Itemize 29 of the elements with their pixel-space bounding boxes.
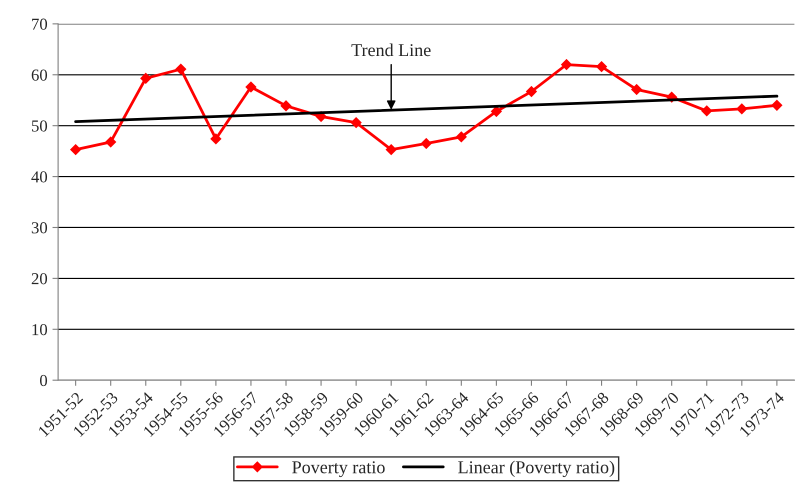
point — [246, 82, 256, 92]
point — [561, 59, 572, 70]
y-tick-label: 40 — [31, 171, 48, 183]
point — [70, 144, 82, 156]
point — [140, 72, 152, 84]
point — [420, 138, 432, 149]
point — [280, 100, 292, 112]
y-tick-label: 0 — [40, 374, 48, 386]
y-tick-label: 30 — [32, 222, 48, 234]
point — [526, 86, 537, 97]
legend-label: Linear (Poverty ratio) — [458, 460, 614, 478]
point — [105, 136, 116, 148]
point — [596, 61, 607, 72]
point — [350, 117, 362, 128]
point — [736, 103, 748, 114]
point — [456, 131, 467, 142]
y-tick-label: 70 — [32, 18, 48, 30]
point — [631, 84, 642, 95]
y-tick-label: 20 — [32, 273, 48, 284]
point — [210, 133, 222, 144]
annotation: Trend Line — [351, 44, 431, 56]
point — [771, 100, 782, 111]
y-tick-label: 10 — [32, 324, 48, 336]
y-tick-label: 60 — [32, 69, 48, 81]
point — [701, 105, 712, 116]
point — [386, 144, 397, 156]
point — [175, 64, 186, 75]
y-tick-label: 50 — [32, 120, 48, 132]
legend-label: Poverty ratio — [292, 461, 385, 478]
